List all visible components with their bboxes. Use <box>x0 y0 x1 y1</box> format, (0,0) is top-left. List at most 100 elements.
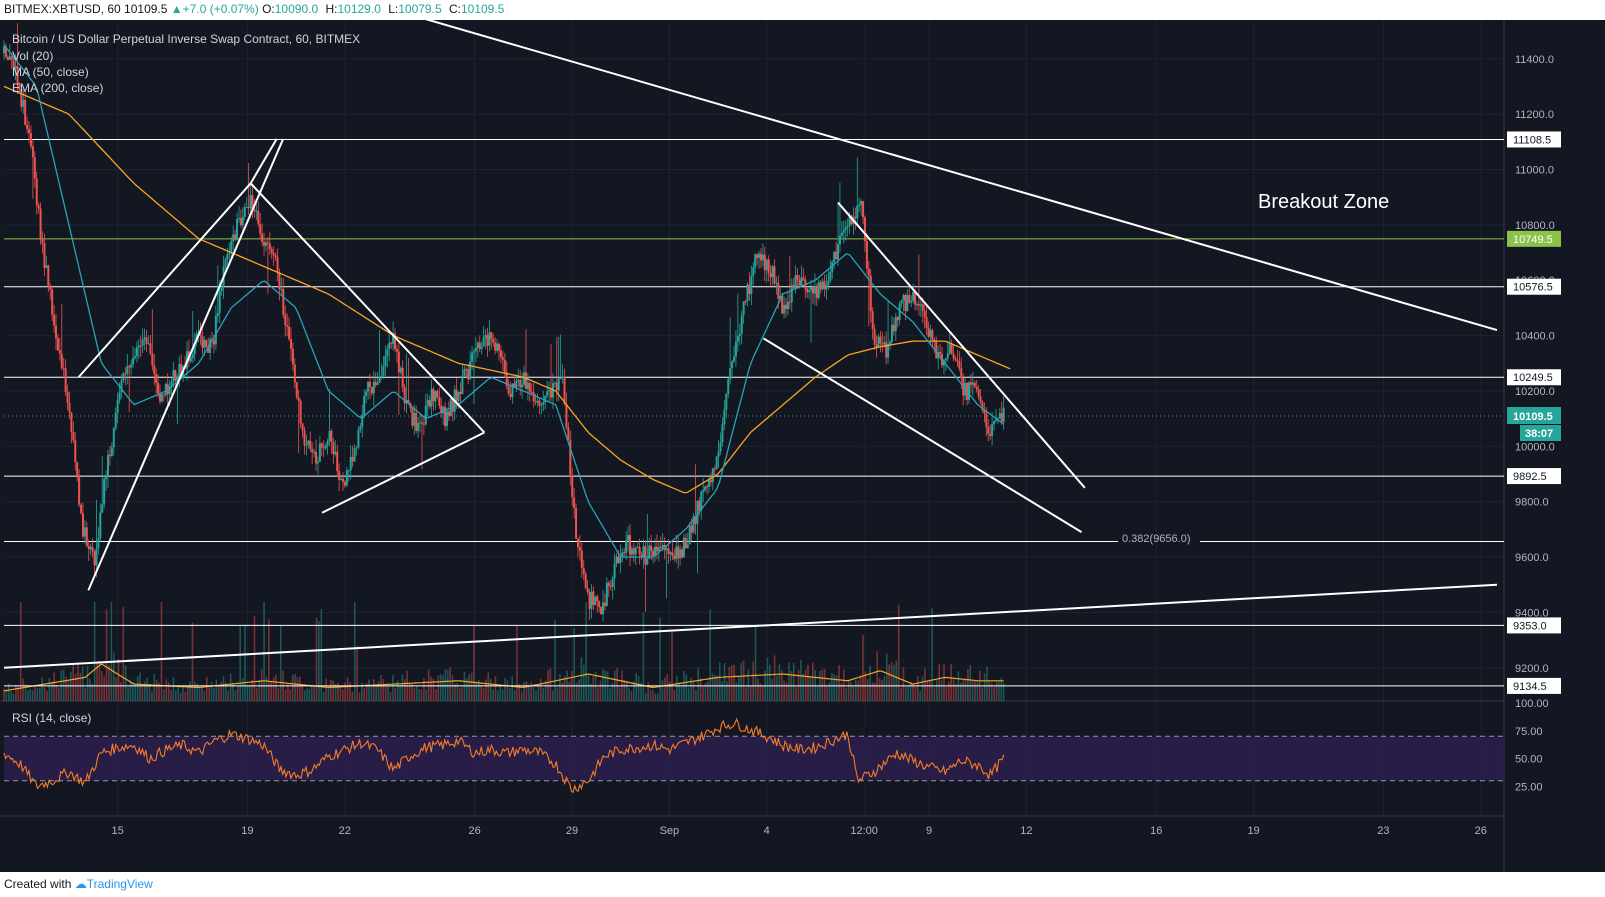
legend-ema[interactable]: EMA (200, close) <box>12 81 103 95</box>
volume-bar <box>151 691 153 701</box>
tradingview-brand[interactable]: TradingView <box>86 877 153 891</box>
candle-body <box>759 253 762 261</box>
volume-bar <box>778 664 781 701</box>
price-chart[interactable]: 11400.011200.011000.010800.010600.010400… <box>0 20 1605 872</box>
candle-body <box>946 353 949 359</box>
trendline-7[interactable] <box>837 202 1086 489</box>
candle-body <box>575 508 578 539</box>
trendline-6[interactable] <box>321 431 485 514</box>
volume-bar <box>143 681 146 701</box>
volume-bar <box>439 674 442 701</box>
candle-body <box>241 216 244 226</box>
trendline-0[interactable] <box>3 583 1498 669</box>
countdown-badge <box>1520 425 1561 442</box>
volume-bar <box>234 689 237 701</box>
candle-body <box>771 266 774 278</box>
candle-body <box>971 382 974 385</box>
candle-body <box>476 342 479 349</box>
volume-bar <box>690 677 692 701</box>
candle-body <box>135 347 138 357</box>
candle-body <box>557 378 560 391</box>
candle-body <box>112 428 115 448</box>
candle-body <box>867 268 870 276</box>
volume-bar <box>299 676 301 701</box>
volume-bar <box>585 602 587 701</box>
volume-bar <box>86 665 89 701</box>
volume-bar <box>692 681 695 701</box>
price-tick-label: 9200.0 <box>1515 663 1549 675</box>
legend-volume[interactable]: Vol (20) <box>12 49 53 63</box>
volume-bar <box>845 688 847 701</box>
candle-body <box>611 578 614 587</box>
volume-bar <box>289 689 292 701</box>
volume-bar <box>492 689 494 701</box>
volume-bar <box>773 655 776 701</box>
time-tick-label: 22 <box>339 825 351 837</box>
symbol-name[interactable]: BITMEX:XBTUSD, 60 <box>4 2 121 16</box>
volume-bar <box>62 669 65 701</box>
candle-body <box>376 382 379 386</box>
candle-body <box>289 339 292 349</box>
candle-body <box>667 548 670 554</box>
candle-body <box>355 447 358 449</box>
volume-bar <box>907 686 910 701</box>
candle-body <box>143 337 146 340</box>
candle-body <box>469 361 472 380</box>
candle-body <box>349 457 352 471</box>
candle-body <box>746 284 749 302</box>
candle-body <box>973 382 976 387</box>
volume-bar <box>48 677 51 701</box>
volume-bar <box>964 679 967 701</box>
volume-bar <box>358 692 361 701</box>
candle-body <box>363 395 366 415</box>
candle-body <box>81 513 84 537</box>
candle-body <box>675 546 678 560</box>
volume-bar <box>625 681 628 701</box>
time-axis[interactable]: 15 19 22 26 29 Sep 4 12:00 9 12 16 19 23 26 <box>111 825 1486 837</box>
volume-bar <box>270 681 273 701</box>
candle-body <box>89 547 92 550</box>
candle-body <box>180 364 183 378</box>
candle-body <box>472 351 475 353</box>
level-price-label: 11108.5 <box>1513 134 1551 146</box>
volume-bar <box>871 682 874 701</box>
volume-bar <box>315 617 318 701</box>
legend-ma[interactable]: MA (50, close) <box>12 65 89 79</box>
trendline-2[interactable] <box>87 138 285 591</box>
candle-body <box>542 402 545 405</box>
volume-bar <box>654 693 657 701</box>
volume-bar <box>396 680 399 701</box>
candle-body <box>885 342 888 358</box>
candle-body <box>596 596 599 602</box>
candle-body <box>442 406 445 414</box>
trendline-4[interactable] <box>249 138 278 184</box>
time-tick-label: 19 <box>241 825 253 837</box>
candle-body <box>10 56 13 60</box>
price-tick-label: 10200.0 <box>1515 386 1555 398</box>
legend-rsi[interactable]: RSI (14, close) <box>12 711 91 725</box>
volume-bar <box>549 668 552 701</box>
volume-bar <box>339 687 342 701</box>
volume-bar <box>246 685 249 701</box>
price-series <box>3 23 1011 622</box>
candle-body <box>692 516 695 533</box>
breakout-zone-annotation[interactable]: Breakout Zone <box>1258 191 1389 213</box>
candle-body <box>979 396 982 403</box>
volume-bar <box>1002 682 1005 701</box>
candle-body <box>68 402 71 413</box>
volume-bar <box>676 675 678 701</box>
trendline-8[interactable] <box>762 337 1083 533</box>
candle-body <box>12 59 15 69</box>
volume-bar <box>747 669 750 701</box>
level-price-badge <box>1507 369 1561 386</box>
volume-bar <box>468 673 471 701</box>
candle-body <box>546 391 549 396</box>
trendline-5[interactable] <box>249 182 486 434</box>
trendlines[interactable] <box>3 20 1498 669</box>
trendline-3[interactable] <box>77 182 252 378</box>
rsi-tick-label: 75.00 <box>1515 726 1543 738</box>
volume-bar <box>542 687 544 701</box>
price-axis[interactable]: 11400.011200.011000.010800.010600.010400… <box>1505 20 1605 872</box>
high-value: 10129.0 <box>337 2 381 16</box>
trendline-1[interactable] <box>410 20 1498 332</box>
